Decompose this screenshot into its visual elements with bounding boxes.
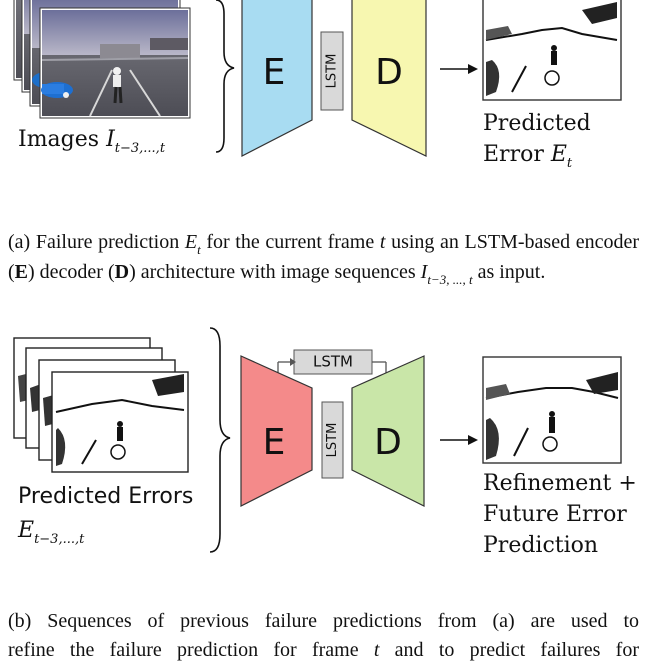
input-var-b-symbol: E [18,518,35,543]
caption-a-var-e-sub: t [197,242,201,257]
output-label-line1: Predicted [483,111,591,136]
caption-a-text-5: ) architecture with image sequences [129,261,421,283]
decoder-block-b [351,355,425,507]
skip-lstm-label-b: LSTM [313,353,353,371]
caption-a-var-e: E [184,231,198,253]
output-label-line2: Error Et [483,139,591,173]
error-map-stack [13,337,189,473]
caption-a-bold-d: D [114,261,130,283]
curly-brace-a [215,0,235,153]
decoder-letter-a: D [375,52,403,93]
output-label-b-line2: Future Error [483,502,627,527]
input-label-b: Predicted Errors [18,482,193,512]
caption-b: (b) Sequences of previous failure predic… [8,607,639,665]
caption-b-line2-text1: refine the failure prediction for frame [8,639,374,661]
input-var-b: Et−3,...,t [18,515,84,549]
input-label-a: Images It−3,...,t [18,124,165,158]
output-label-error: Error [483,142,551,167]
output-label-a: Predicted Error Et [483,108,591,173]
output-var: E [550,142,567,167]
encoder-block-b [240,355,313,507]
curly-brace-b [209,327,231,553]
caption-a-text-6: as input. [472,261,546,283]
caption-b-var-t: t [373,639,380,661]
output-label-b: Refinement + Future Error Prediction [483,468,637,561]
arrow-b [440,435,478,445]
input-var-subscript: t−3,...,t [114,141,166,156]
input-label-text: Images [18,127,107,152]
caption-a-text-2: for the current frame [200,231,380,253]
caption-a-text-3: using an LSTM-based encoder ( [8,231,640,283]
output-var-subscript: t [566,156,573,171]
output-error-map-a [482,0,622,101]
caption-a: (a) Failure prediction Et for the curren… [8,228,639,288]
caption-a-var-t: t [379,231,386,253]
network-b: LSTM E LSTM D [240,349,425,507]
input-var: I [106,127,115,152]
arrow-a [440,64,478,74]
output-label-b-line1: Refinement + [483,471,637,496]
caption-a-bold-e: E [14,261,29,283]
lstm-label-b: LSTM [325,423,340,458]
encoder-letter-a: E [263,52,286,93]
decoder-block-a [351,0,427,157]
encoder-letter-b: E [263,422,286,463]
front-error-map-b [51,371,189,473]
front-frame-street-scene [39,7,191,119]
caption-a-text-1: (a) Failure prediction [8,231,185,253]
output-error-map-b [482,356,622,464]
lstm-label-a: LSTM [325,54,340,89]
caption-a-var-i-sub: t−3, ..., t [427,272,473,287]
lstm-block-a [320,31,344,111]
caption-b-line2-text2: and to predict failures for [379,639,639,661]
lstm-block-b [321,401,344,479]
input-var-b-subscript: t−3,...,t [34,532,85,547]
caption-b-line1: (b) Sequences of previous failure predic… [8,610,639,632]
caption-b-line2: refine the failure prediction for frame … [8,636,639,665]
caption-a-var-i: I [420,261,428,283]
input-image-stack [13,0,191,119]
encoder-block-a [241,0,313,157]
output-label-b-line3: Prediction [483,533,599,558]
caption-a-text-4: ) decoder ( [28,261,115,283]
input-label-b-line1: Predicted Errors [18,484,194,509]
decoder-letter-b: D [374,422,402,463]
network-a: E LSTM D [241,0,427,157]
